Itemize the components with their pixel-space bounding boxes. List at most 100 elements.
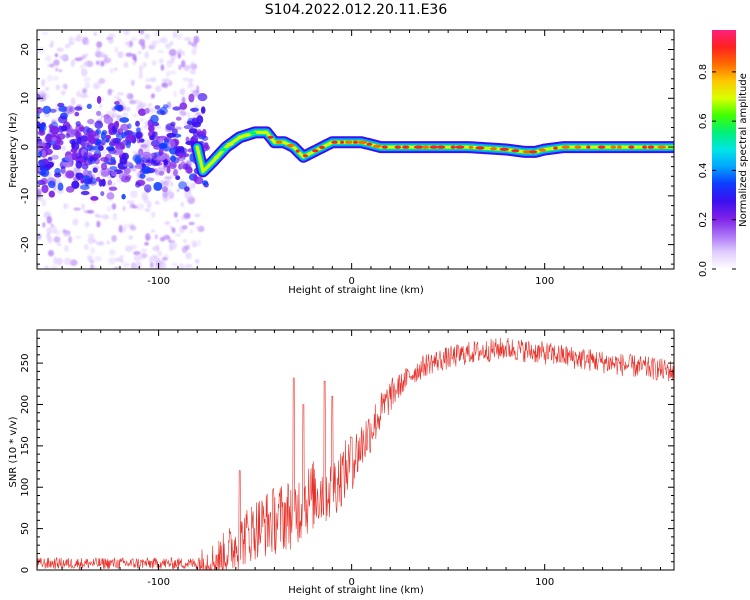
noise-blob	[100, 113, 104, 120]
noise-core-blob	[92, 153, 102, 159]
noise-blob	[117, 51, 124, 59]
noise-core-blob	[83, 152, 89, 161]
noise-core-blob	[108, 186, 118, 191]
ridge-hotspot	[422, 145, 430, 149]
noise-blob	[181, 60, 186, 68]
noise-blob	[147, 102, 153, 108]
noise-blob	[133, 56, 137, 63]
noise-core-blob	[110, 156, 116, 164]
noise-blob	[176, 189, 180, 192]
noise-core-blob	[167, 139, 176, 149]
ridge-hotspot	[561, 145, 570, 149]
noise-blob	[150, 261, 154, 269]
noise-core-blob	[94, 120, 103, 129]
noise-blob	[171, 263, 178, 267]
ridge-hotspot	[275, 140, 283, 144]
noise-blob	[113, 67, 118, 72]
noise-core-blob	[188, 93, 195, 103]
noise-core-blob	[175, 146, 182, 153]
colorbar-tick-label: 0.4	[698, 162, 709, 178]
noise-blob	[196, 85, 200, 93]
noise-core-blob	[161, 186, 168, 193]
noise-core-blob	[144, 108, 150, 114]
noise-core-blob	[119, 156, 128, 165]
ridge-hotspot	[490, 147, 497, 151]
noise-core-blob	[173, 168, 178, 177]
noise-blob	[76, 34, 82, 42]
spectrogram-xlabel: Height of straight line (km)	[288, 285, 424, 296]
noise-blob	[191, 239, 198, 248]
noise-blob	[129, 40, 133, 47]
noise-blob	[188, 221, 195, 226]
noise-core-blob	[40, 168, 50, 178]
noise-blob	[166, 178, 171, 183]
noise-core-blob	[178, 152, 184, 159]
noise-blob	[149, 256, 154, 263]
noise-blob	[145, 233, 151, 241]
noise-blob	[47, 236, 53, 244]
x-tick-label: -100	[147, 577, 170, 588]
noise-blob	[83, 244, 89, 251]
noise-blob	[63, 203, 67, 210]
noise-blob	[187, 40, 192, 46]
noise-blob	[126, 200, 135, 205]
noise-blob	[167, 236, 172, 243]
noise-blob	[187, 111, 191, 119]
noise-core-blob	[144, 184, 152, 193]
ridge-hotspot	[450, 145, 456, 149]
noise-core-blob	[150, 114, 159, 124]
y-tick-label: 150	[20, 436, 31, 455]
noise-core-blob	[105, 138, 110, 143]
noise-blob	[118, 224, 123, 233]
noise-core-blob	[48, 180, 56, 189]
ridge-hotspot	[511, 149, 520, 153]
ridge-hotspot	[267, 135, 274, 139]
noise-blob	[61, 145, 66, 151]
y-tick-label: -10	[20, 188, 31, 204]
noise-blob	[111, 234, 117, 243]
noise-core-blob	[67, 128, 76, 136]
noise-blob	[183, 239, 187, 243]
ridge-hotspot	[242, 133, 251, 137]
colorbar-ticks: 0.0 0.2 0.4 0.6 0.8	[698, 64, 736, 277]
noise-blob	[147, 206, 151, 213]
noise-core-blob	[82, 175, 90, 180]
noise-blob	[137, 51, 142, 55]
noise-core-blob	[139, 173, 146, 179]
noise-blob	[108, 33, 116, 38]
noise-core-blob	[170, 155, 177, 162]
noise-blob	[114, 95, 121, 100]
y-tick-label: 250	[20, 354, 31, 373]
noise-blob	[170, 181, 174, 187]
noise-core-blob	[41, 184, 49, 194]
noise-blob	[108, 38, 114, 44]
noise-blob	[180, 202, 184, 207]
noise-blob	[95, 241, 104, 246]
x-tick-label: 100	[535, 276, 554, 287]
noise-blob	[85, 39, 90, 46]
noise-blob	[144, 173, 150, 179]
noise-core-blob	[197, 93, 208, 102]
noise-core-blob	[97, 145, 104, 152]
noise-blob	[45, 93, 50, 99]
noise-core-blob	[175, 116, 182, 121]
noise-blob	[130, 190, 138, 198]
noise-blob	[80, 64, 84, 70]
noise-blob	[159, 262, 167, 269]
noise-core-blob	[70, 148, 78, 153]
ridge-hotspot	[402, 145, 410, 149]
noise-core-blob	[80, 139, 86, 148]
noise-blob	[181, 96, 186, 104]
noise-blob	[139, 65, 143, 72]
noise-blob	[154, 234, 158, 240]
noise-core-blob	[132, 154, 143, 163]
noise-blob	[55, 67, 59, 72]
noise-core-blob	[65, 186, 75, 193]
noise-core-blob	[52, 143, 60, 151]
noise-blob	[133, 113, 137, 118]
noise-blob	[157, 166, 163, 171]
noise-core-blob	[141, 151, 152, 158]
noise-blob	[56, 47, 64, 52]
noise-blob	[172, 30, 177, 38]
noise-blob	[131, 62, 137, 65]
